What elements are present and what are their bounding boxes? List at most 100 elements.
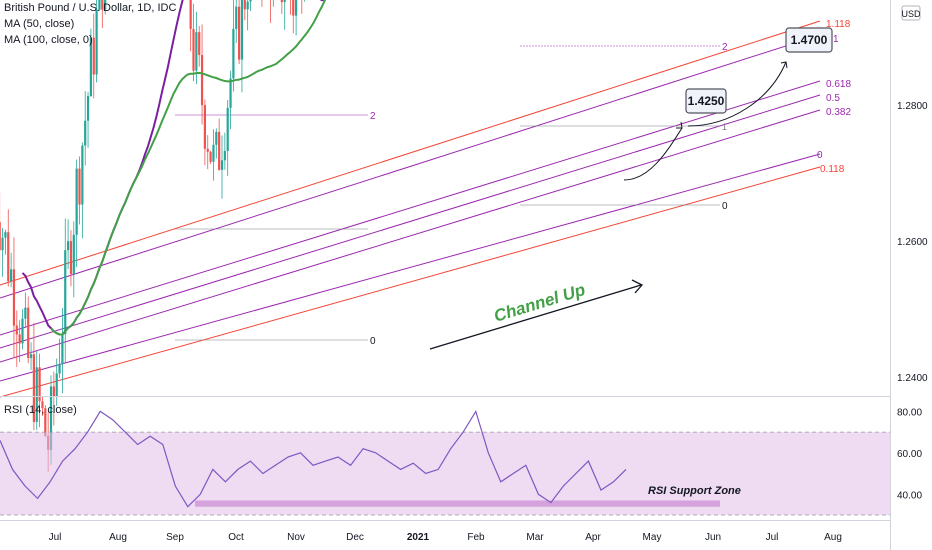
rsi-line[interactable] — [0, 409, 627, 508]
channel-0618[interactable] — [0, 80, 821, 336]
candle-body — [1, 237, 4, 251]
candle-body — [192, 28, 195, 71]
time-tick-label: 2021 — [407, 532, 430, 543]
fib-label: 0.5 — [826, 93, 840, 104]
candle-body — [212, 144, 215, 162]
time-tick-label: Oct — [228, 532, 244, 543]
price-tick-label: 1.2600 — [897, 237, 928, 248]
time-tick-label: Sep — [166, 532, 184, 543]
candle-body — [200, 54, 204, 106]
projection-curve-1[interactable] — [623, 127, 683, 181]
target-1-label: 1.4250 — [688, 94, 725, 108]
candle-body — [7, 232, 10, 282]
fib-label: 1 — [833, 34, 839, 45]
candle-body — [72, 234, 75, 274]
candle-body — [24, 307, 27, 319]
channel-1118-upper[interactable] — [0, 20, 821, 286]
rsi-tick-label: 60.00 — [897, 449, 922, 460]
fib-2-label: 2 — [370, 111, 376, 122]
rsi-legend: RSI (14, close) — [4, 404, 77, 416]
candle-body — [52, 386, 55, 397]
time-tick-label: Apr — [585, 532, 601, 543]
candle-body — [209, 151, 212, 162]
time-axis[interactable]: Jul Aug Sep Oct Nov Dec 2021 Feb Mar Apr May Jun Jul… — [49, 532, 842, 543]
candle-body — [61, 334, 64, 364]
candle-body — [215, 131, 218, 145]
candle-body — [58, 363, 61, 374]
candles-group — [0, 0, 306, 472]
fib-1-label: 1 — [722, 122, 727, 132]
ma100-legend: MA (100, close, 0) — [4, 34, 93, 46]
rsi-tick-label: 40.00 — [897, 490, 922, 501]
candle-body — [189, 0, 192, 29]
price-tick-label: 1.2800 — [897, 101, 928, 112]
ma50-line[interactable] — [21, 0, 616, 336]
fib-label: 0.118 — [820, 164, 845, 175]
candle-body — [95, 9, 98, 75]
currency-badge[interactable] — [901, 5, 921, 21]
candle-body — [235, 6, 238, 29]
ma100-line[interactable] — [50, 0, 615, 336]
candle-body — [98, 0, 101, 10]
channel-05[interactable] — [0, 94, 821, 349]
candle-body — [240, 0, 244, 60]
candle-body — [249, 0, 252, 2]
candle-body — [206, 148, 209, 152]
candle-body — [283, 0, 286, 3]
channel-1-upper[interactable] — [0, 34, 821, 299]
target-1-box[interactable] — [685, 88, 727, 114]
candle-body — [101, 0, 104, 10]
time-tick-label: Aug — [109, 532, 127, 543]
projection-arrow-1 — [676, 121, 683, 129]
candle-body — [232, 28, 235, 79]
candle-body — [84, 120, 87, 146]
fib-label: 0 — [817, 150, 823, 161]
candle-body — [0, 222, 1, 251]
fib-2-label: 2 — [722, 42, 728, 53]
candle-body — [195, 32, 198, 71]
fib-label: 1.118 — [826, 19, 851, 30]
price-axis[interactable]: 1.48001.46001.44001.42001.40001.38001.36… — [0, 0, 932, 384]
projection-arrow-2 — [780, 61, 788, 69]
time-tick-label: Jul — [49, 532, 62, 543]
channel-0118-lower[interactable] — [0, 166, 821, 398]
candle-body — [292, 0, 295, 16]
rsi-tick-label: 80.00 — [897, 407, 922, 418]
candle-body — [10, 269, 13, 282]
target-2-box[interactable] — [785, 27, 833, 53]
ma50-legend: MA (50, close) — [4, 18, 75, 30]
channel-0-lower[interactable] — [0, 153, 821, 382]
fib-label: 0.382 — [826, 107, 851, 118]
channel-0382[interactable] — [0, 109, 821, 363]
candle-body — [229, 78, 232, 108]
rsi-support-zone[interactable] — [195, 500, 720, 507]
candle-body — [18, 334, 21, 344]
candle-body — [12, 269, 16, 326]
candle-body — [21, 318, 24, 344]
channel-up-arrow[interactable] — [429, 284, 642, 350]
target-2-label: 1.4700 — [791, 33, 828, 47]
time-tick-label: Jul — [766, 532, 779, 543]
candle-body — [27, 307, 30, 359]
rsi-axis[interactable]: 80.00 60.00 40.00 — [897, 407, 922, 501]
time-tick-label: Aug — [824, 532, 842, 543]
time-tick-label: Dec — [346, 532, 364, 543]
candle-body — [55, 373, 58, 397]
candle-body — [198, 32, 201, 55]
candle-body — [78, 168, 81, 205]
time-tick-label: Feb — [467, 532, 485, 543]
candle-body — [29, 354, 33, 359]
candle-body — [223, 150, 226, 161]
rsi-support-zone-label: RSI Support Zone — [648, 485, 741, 497]
chart-title: British Pound / U.S. Dollar, 1D, IDC — [4, 2, 177, 14]
candle-body — [89, 37, 92, 97]
candle-body — [32, 354, 35, 422]
candle-body — [92, 37, 95, 75]
candle-body — [75, 168, 78, 235]
candle-body — [41, 401, 44, 409]
candle-body — [35, 367, 38, 422]
candle-body — [67, 241, 70, 251]
candle-body — [38, 367, 41, 402]
projection-curve-2[interactable] — [687, 61, 787, 127]
